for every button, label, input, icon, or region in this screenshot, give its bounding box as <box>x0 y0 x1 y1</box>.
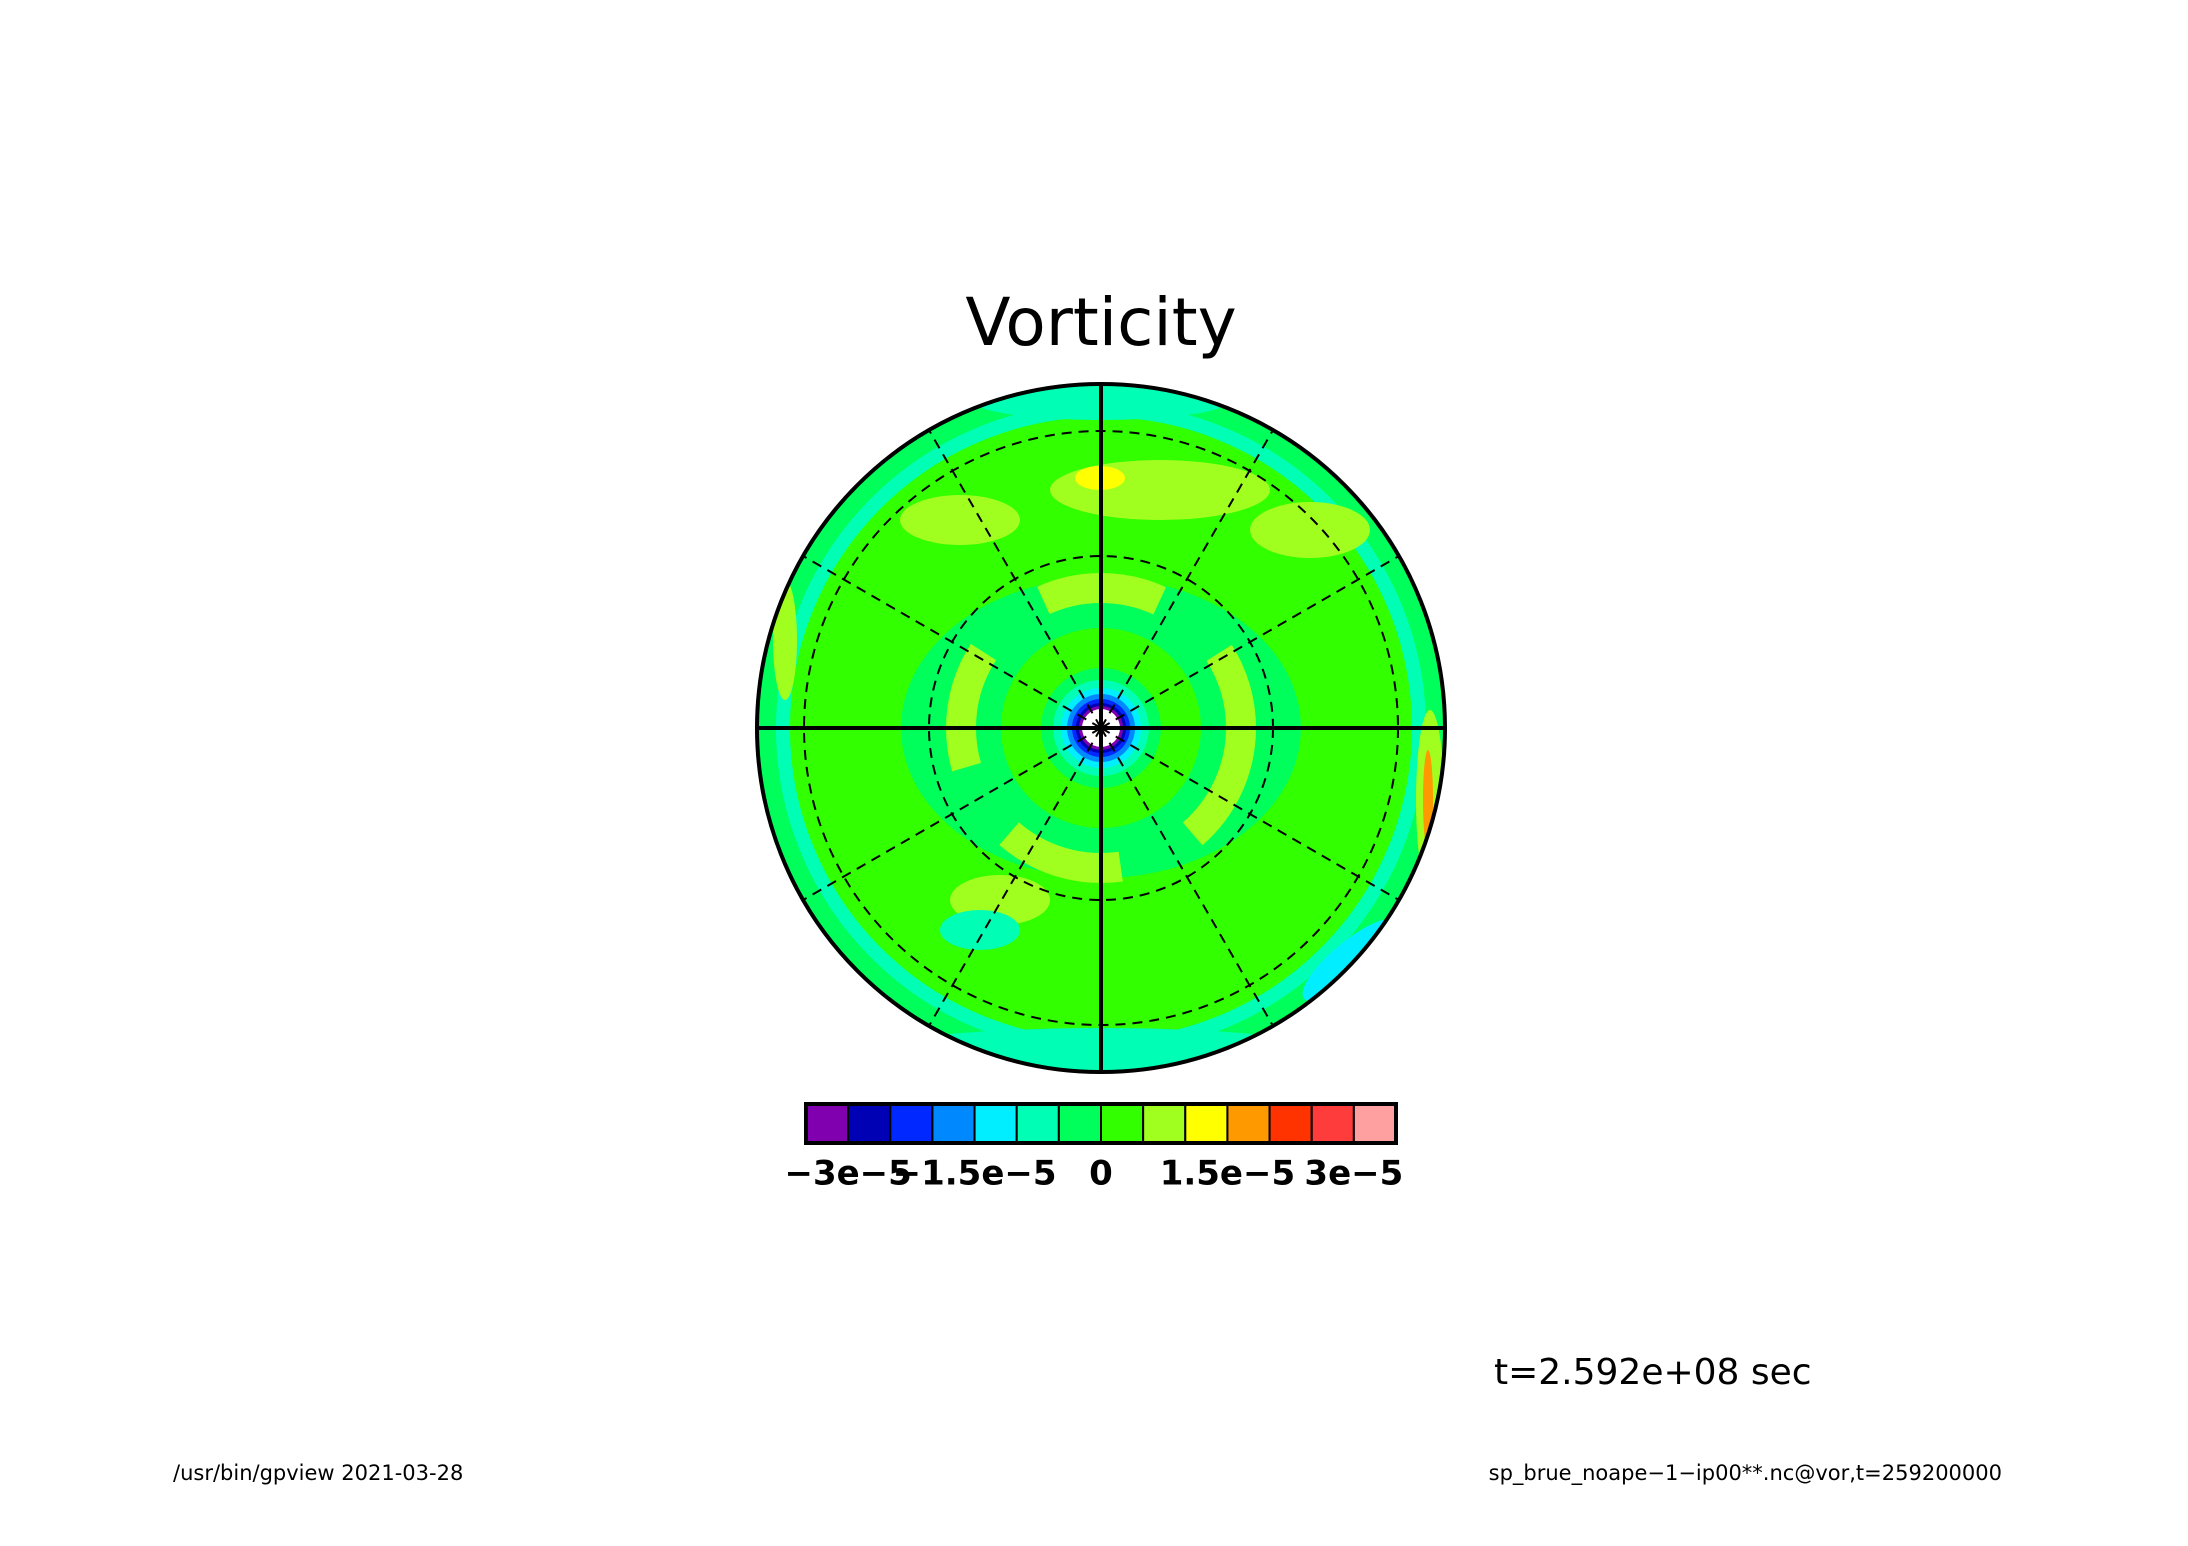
meridian <box>1100 727 1274 1027</box>
footer-right: sp_brue_noape−1−ip00**.nc@vor,t=25920000… <box>1489 1461 2002 1486</box>
colorbar: −3e−5−1.5e−5 0 1.5e−5 3e−5 <box>784 1102 1403 1194</box>
meridian <box>1100 429 1274 729</box>
meridian <box>802 555 1102 729</box>
colorbar-box <box>1057 1103 1103 1144</box>
time-label: t=2.592e+08 sec <box>1494 1352 1812 1393</box>
colorbar-box <box>889 1103 934 1144</box>
colorbar-box <box>1184 1103 1229 1144</box>
colorbar-box <box>1015 1103 1060 1144</box>
map-grid <box>755 382 1447 1074</box>
colorbar-box <box>847 1103 892 1144</box>
colorbar-tick-label: 1.5e−5 <box>1160 1154 1295 1194</box>
colorbar-box <box>1352 1103 1398 1144</box>
colorbar-box <box>805 1103 850 1144</box>
meridian <box>1100 555 1400 729</box>
colorbar-box <box>1142 1103 1187 1144</box>
meridian <box>928 429 1102 729</box>
meridian <box>1100 727 1400 901</box>
colorbar-tick-label: 3e−5 <box>1304 1154 1403 1194</box>
colorbar-box <box>1310 1103 1355 1144</box>
meridian <box>802 727 1102 901</box>
colorbar-frame <box>804 1102 1398 1145</box>
colorbar-tick-label: −3e−5 <box>784 1154 911 1194</box>
colorbar-tick-label: 0 <box>1089 1154 1113 1194</box>
colorbar-box <box>1100 1103 1145 1144</box>
colorbar-box <box>1268 1103 1313 1144</box>
meridian <box>928 727 1102 1027</box>
colorbar-box <box>973 1103 1018 1144</box>
footer-left: /usr/bin/gpview 2021-03-28 <box>173 1461 463 1485</box>
chart-title: Vorticity <box>965 284 1236 361</box>
colorbar-box <box>931 1103 976 1144</box>
colorbar-box <box>1226 1103 1271 1144</box>
colorbar-tick-label: −1.5e−5 <box>893 1154 1057 1194</box>
